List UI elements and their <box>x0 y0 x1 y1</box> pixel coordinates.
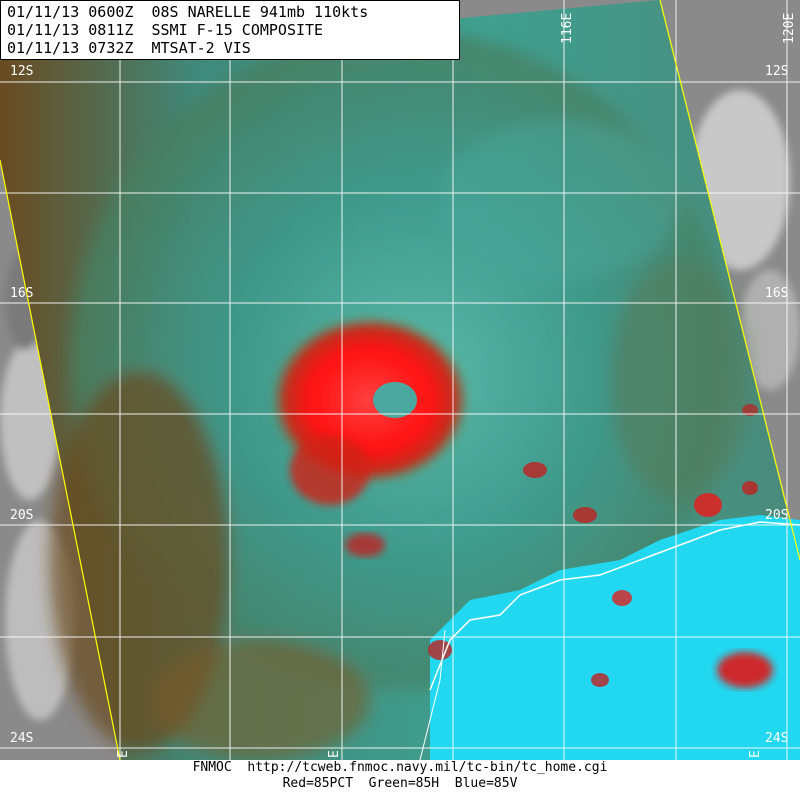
lat-label-24s-right: 24S <box>765 731 789 746</box>
satellite-image: 12S 16S 20S 24S 12S 16S 20S 24S 116E 120… <box>0 0 800 760</box>
lat-label-16s-left: 16S <box>10 286 34 301</box>
lat-label-24s-left: 24S <box>10 731 34 746</box>
lat-label-20s-left: 20S <box>10 508 34 523</box>
footer-url: FNMOC http://tcweb.fnmoc.navy.mil/tc-bin… <box>192 760 608 775</box>
header-line-vis: 01/11/13 0732Z MTSAT-2 VIS <box>7 39 251 57</box>
lat-label-16s-right: 16S <box>765 286 789 301</box>
swath-edge-right <box>659 0 800 561</box>
satellite-composite <box>0 0 800 760</box>
lon-label-bottom-3: E <box>748 750 763 758</box>
lat-label-12s-right: 12S <box>765 64 789 79</box>
lon-label-bottom-2: E <box>327 750 342 758</box>
swath-edge-left <box>0 159 121 760</box>
coastline <box>429 521 800 691</box>
lon-label-bottom-1: E <box>116 750 131 758</box>
lat-lon-grid <box>0 0 800 760</box>
footer-channels: Red=85PCT Green=85H Blue=85V <box>282 776 518 791</box>
coastline-inland <box>419 629 446 760</box>
header-line-sensor: 01/11/13 0811Z SSMI F-15 COMPOSITE <box>7 21 324 39</box>
header-line-storm: 01/11/13 0600Z 08S NARELLE 941mb 110kts <box>7 3 369 21</box>
lat-label-12s-left: 12S <box>10 64 34 79</box>
cyclone-convection <box>270 315 773 688</box>
lon-label-116e: 116E <box>560 12 575 44</box>
cyclone-eye <box>373 382 417 418</box>
product-footer: FNMOC http://tcweb.fnmoc.navy.mil/tc-bin… <box>0 760 800 800</box>
lat-label-20s-right: 20S <box>765 508 789 523</box>
lon-label-120e: 120E <box>782 12 797 44</box>
product-header: 01/11/13 0600Z 08S NARELLE 941mb 110kts … <box>0 0 460 60</box>
